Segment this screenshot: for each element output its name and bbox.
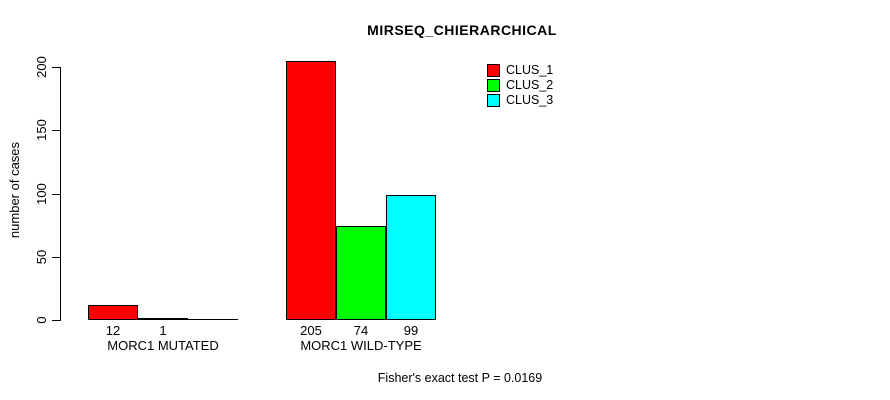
y-tick-mark bbox=[52, 67, 60, 68]
y-tick-label: 200 bbox=[34, 56, 49, 78]
bar-clus_1 bbox=[88, 305, 138, 320]
legend-item-clus_1: CLUS_1 bbox=[487, 63, 553, 78]
x-category-label-wildtype: MORC1 WILD-TYPE bbox=[300, 338, 422, 353]
bar-clus_3 bbox=[386, 195, 436, 320]
legend-label: CLUS_1 bbox=[506, 63, 554, 77]
y-tick-mark bbox=[52, 257, 60, 258]
legend-item-clus_2: CLUS_2 bbox=[487, 78, 553, 93]
x-category-label-mutated: MORC1 MUTATED bbox=[107, 338, 219, 353]
bar-clus_2 bbox=[336, 226, 386, 320]
chart-title: MIRSEQ_CHIERARCHICAL bbox=[367, 22, 557, 38]
legend: CLUS_1 CLUS_2 CLUS_3 bbox=[487, 63, 553, 108]
bar-value-label: 12 bbox=[105, 323, 121, 338]
y-tick-mark bbox=[52, 130, 60, 131]
y-tick-label: 150 bbox=[34, 119, 49, 141]
legend-swatch-icon bbox=[487, 79, 500, 92]
legend-item-clus_3: CLUS_3 bbox=[487, 93, 553, 108]
legend-swatch-icon bbox=[487, 64, 500, 77]
y-axis-label: number of cases bbox=[7, 141, 22, 239]
legend-swatch-icon bbox=[487, 94, 500, 107]
bar-value-label: 205 bbox=[300, 323, 322, 338]
legend-label: CLUS_2 bbox=[506, 78, 554, 92]
y-tick-label: 50 bbox=[34, 249, 49, 265]
annotation-text: Fisher's exact test P = 0.0169 bbox=[377, 371, 543, 385]
bar-clus_1 bbox=[286, 61, 336, 320]
y-axis-line bbox=[60, 67, 61, 321]
y-tick-label: 0 bbox=[34, 316, 49, 324]
legend-label: CLUS_3 bbox=[506, 93, 554, 107]
bar-value-label: 74 bbox=[353, 323, 369, 338]
bar-clus_2 bbox=[138, 318, 188, 320]
bar-value-label: 1 bbox=[159, 323, 167, 338]
y-tick-mark bbox=[52, 194, 60, 195]
bar-clus_3 bbox=[188, 319, 238, 320]
y-tick-label: 100 bbox=[34, 183, 49, 205]
y-tick-mark bbox=[52, 320, 60, 321]
bar-value-label: 99 bbox=[403, 323, 419, 338]
